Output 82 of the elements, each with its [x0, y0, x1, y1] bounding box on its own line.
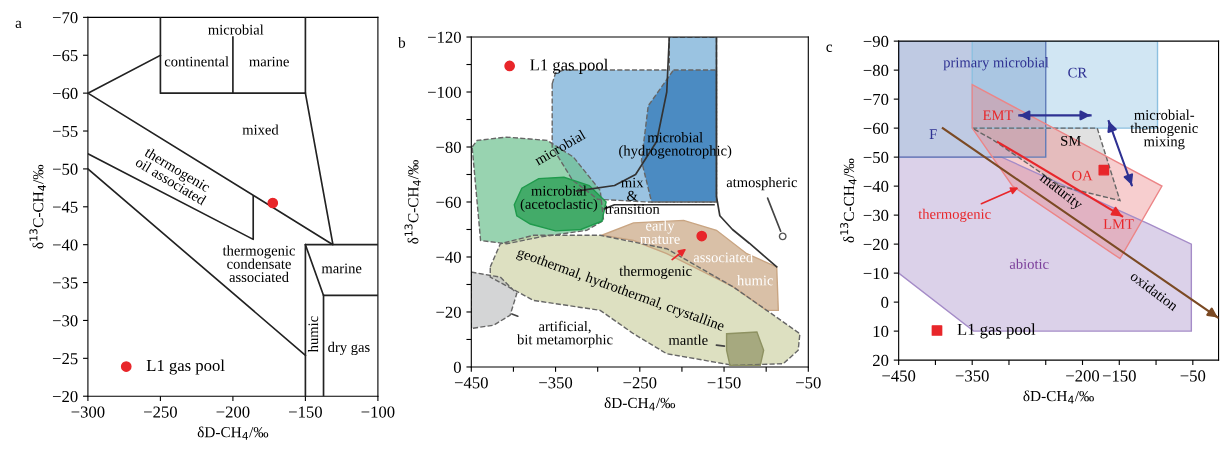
annotation: dry gas: [328, 341, 370, 356]
annotation: marine: [321, 263, 362, 274]
x-tick-label: −250: [144, 406, 177, 418]
annotation: primary microbial: [943, 57, 1049, 71]
y-axis-title: δ$^{13}$C-CH$_{4}$/‰: [29, 164, 46, 249]
x-tick-label: −100: [361, 406, 395, 418]
x-tick-label: −300: [71, 406, 105, 418]
annotation: microbial- themogenic mixing: [1130, 109, 1198, 150]
annotation: CR: [1068, 67, 1088, 78]
x-axis-title: δD-CH$_{4}$/‰: [1023, 390, 1094, 404]
annotation: early mature: [640, 220, 680, 244]
y-tick-label: −45: [52, 201, 78, 213]
y-tick-label: −100: [428, 86, 461, 98]
annotation: associated: [693, 252, 753, 263]
annotation: thermogenic condensate associated: [222, 245, 295, 283]
y-tick-label: 0: [881, 296, 889, 309]
y-tick-label: 20: [873, 354, 889, 367]
x-tick-label: −250: [623, 377, 657, 389]
x-tick-label: −450: [882, 370, 916, 382]
y-tick-label: −90: [863, 35, 889, 48]
y-tick-label: −50: [863, 151, 889, 164]
y-tick-label: −20: [863, 238, 889, 251]
y-tick-label: −30: [863, 209, 889, 222]
y-tick-label: −40: [436, 251, 461, 263]
x-tick-label: −350: [955, 370, 989, 382]
y-tick-label: −65: [52, 50, 78, 62]
y-tick-label: −10: [863, 267, 889, 280]
y-tick-label: −50: [52, 163, 78, 175]
y-tick-label: −40: [863, 180, 889, 193]
y-tick-label: 0: [453, 361, 461, 373]
y-tick-label: −20: [52, 390, 78, 403]
x-tick-label: −350: [539, 377, 573, 389]
annotation: EMT: [982, 110, 1014, 121]
annotation: microbial (acetoclastic): [520, 185, 598, 212]
y-tick-label: −60: [436, 196, 461, 208]
x-axis-title: δD-CH$_{4}$/‰: [604, 397, 676, 411]
y-axis-title: δ$^{13}$C-CH$_{4}$/‰: [840, 158, 857, 243]
legend-label: L1 gas pool: [957, 323, 1036, 339]
y-tick-label: −30: [52, 315, 78, 327]
y-axis-title: δ$^{13}$C-CH$_{4}$/‰: [404, 159, 421, 244]
x-axis-title: δD-CH$_{4}$/‰: [197, 426, 269, 440]
legend-label: L1 gas pool: [530, 58, 608, 74]
y-tick-label: 10: [873, 325, 889, 338]
annotation: artificial, bit metamorphic: [517, 320, 613, 348]
y-tick-label: −55: [52, 125, 78, 137]
chart-title: b: [398, 37, 406, 48]
chart-title: a: [15, 20, 22, 29]
x-tick-label: −150: [707, 377, 741, 389]
y-tick-label: −70: [863, 93, 889, 106]
annotation: continental: [164, 56, 229, 67]
annotation: mantle: [668, 334, 708, 345]
y-tick-label: −80: [863, 64, 889, 77]
legend-label: L1 gas pool: [146, 359, 225, 375]
chart-title: c: [826, 44, 833, 52]
x-tick-label: −150: [289, 406, 322, 418]
y-tick-label: −60: [863, 122, 889, 135]
x-tick-label: −150: [1102, 370, 1136, 382]
y-tick-label: −60: [52, 87, 78, 100]
annotation: marine: [249, 56, 289, 67]
y-tick-label: −25: [52, 353, 78, 365]
annotation: humic: [737, 275, 773, 286]
x-tick-label: −450: [454, 377, 488, 389]
y-tick-label: −35: [52, 277, 78, 289]
x-tick-label: −50: [796, 377, 821, 389]
annotation: thermogenic: [918, 208, 991, 222]
annotation: LMT: [1103, 219, 1134, 229]
x-tick-label: −50: [1180, 370, 1206, 382]
x-tick-label: −200: [216, 406, 250, 418]
annotation: atmospheric: [726, 176, 798, 191]
annotation: mixed: [242, 124, 279, 135]
y-tick-label: −120: [428, 31, 461, 43]
y-tick-label: −70: [52, 12, 78, 24]
annotation: humic: [307, 316, 319, 353]
y-tick-label: −20: [436, 306, 461, 318]
annotation: mix & transition: [604, 177, 660, 214]
y-tick-label: −40: [52, 239, 78, 251]
annotation: SM: [1061, 135, 1081, 146]
annotation: F: [929, 129, 937, 139]
annotation: microbial: [208, 24, 264, 35]
annotation: abiotic: [1009, 258, 1049, 269]
x-tick-label: −200: [1066, 370, 1100, 382]
y-tick-label: −80: [436, 141, 461, 153]
